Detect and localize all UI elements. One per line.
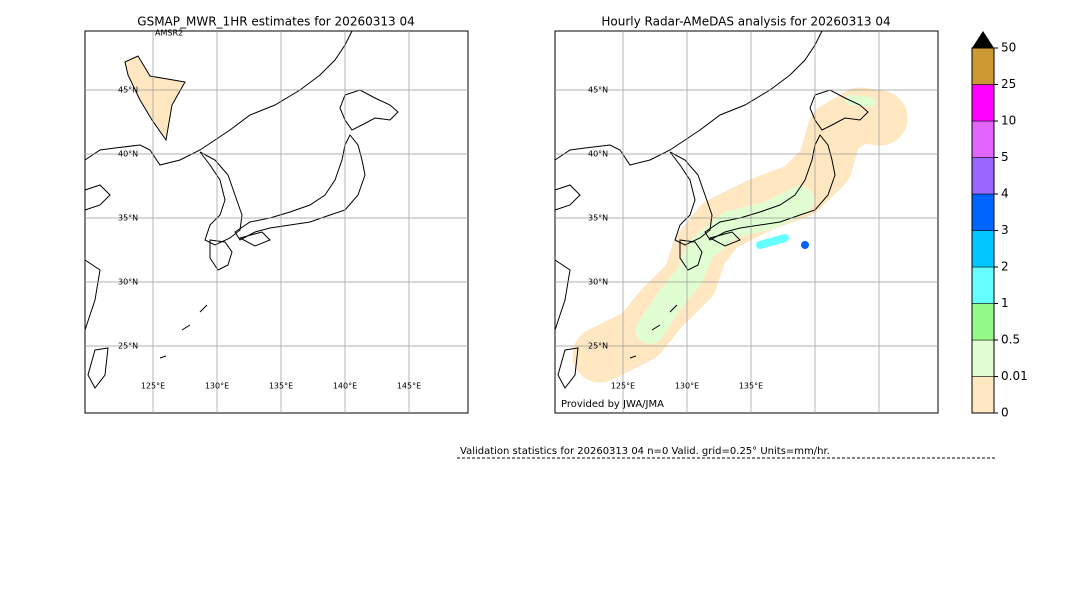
lat-label: 40°N bbox=[588, 150, 608, 159]
lat-label: 45°N bbox=[118, 86, 138, 95]
lon-label: 145°E bbox=[397, 382, 421, 391]
colorbar-segment bbox=[971, 120, 995, 158]
lon-label: 135°E bbox=[269, 382, 293, 391]
lat-label: 40°N bbox=[118, 150, 138, 159]
lon-label: 130°E bbox=[205, 382, 229, 391]
colorbar-label: 3 bbox=[1001, 223, 1009, 237]
lat-label: 35°N bbox=[588, 214, 608, 223]
lon-label: 125°E bbox=[141, 382, 165, 391]
colorbar-label: 25 bbox=[1001, 77, 1016, 91]
colorbar-label: 0 bbox=[1001, 406, 1009, 420]
colorbar-segment bbox=[971, 339, 995, 377]
colorbar-label: 0.01 bbox=[1001, 369, 1028, 383]
lat-label: 35°N bbox=[118, 214, 138, 223]
panel-title: GSMAP_MWR_1HR estimates for 20260313 04 bbox=[137, 15, 414, 29]
colorbar-label: 1 bbox=[1001, 296, 1009, 310]
lat-label: 30°N bbox=[588, 278, 608, 287]
colorbar-segment bbox=[971, 303, 995, 341]
lat-label: 25°N bbox=[588, 342, 608, 351]
colorbar-segment bbox=[971, 193, 995, 231]
colorbar-segment bbox=[971, 84, 995, 122]
colorbar-label: 10 bbox=[1001, 114, 1016, 128]
colorbar-segment bbox=[971, 230, 995, 268]
colorbar-segment bbox=[971, 47, 995, 85]
precip-area bbox=[124, 55, 186, 142]
colorbar-label: 0.5 bbox=[1001, 333, 1020, 347]
colorbar-segment bbox=[971, 376, 995, 414]
colorbar-label: 50 bbox=[1001, 41, 1016, 55]
sensor-label: AMSR2 bbox=[155, 29, 183, 38]
colorbar-label: 5 bbox=[1001, 150, 1009, 164]
colorbar-segment bbox=[971, 266, 995, 304]
lon-label: 125°E bbox=[611, 382, 635, 391]
colorbar-label: 2 bbox=[1001, 260, 1009, 274]
lon-label: 135°E bbox=[739, 382, 763, 391]
validation-text: Validation statistics for 20260313 04 n=… bbox=[460, 446, 830, 457]
colorbar-segment bbox=[971, 157, 995, 195]
lat-label: 25°N bbox=[118, 342, 138, 351]
lon-label: 140°E bbox=[333, 382, 357, 391]
lon-label: 130°E bbox=[675, 382, 699, 391]
credit: Provided by JWA/JMA bbox=[561, 399, 664, 410]
colorbar-label: 4 bbox=[1001, 187, 1009, 201]
lat-label: 30°N bbox=[118, 278, 138, 287]
colorbar-overflow bbox=[972, 31, 994, 48]
panel-title: Hourly Radar-AMeDAS analysis for 2026031… bbox=[601, 15, 890, 29]
lat-label: 45°N bbox=[588, 86, 608, 95]
